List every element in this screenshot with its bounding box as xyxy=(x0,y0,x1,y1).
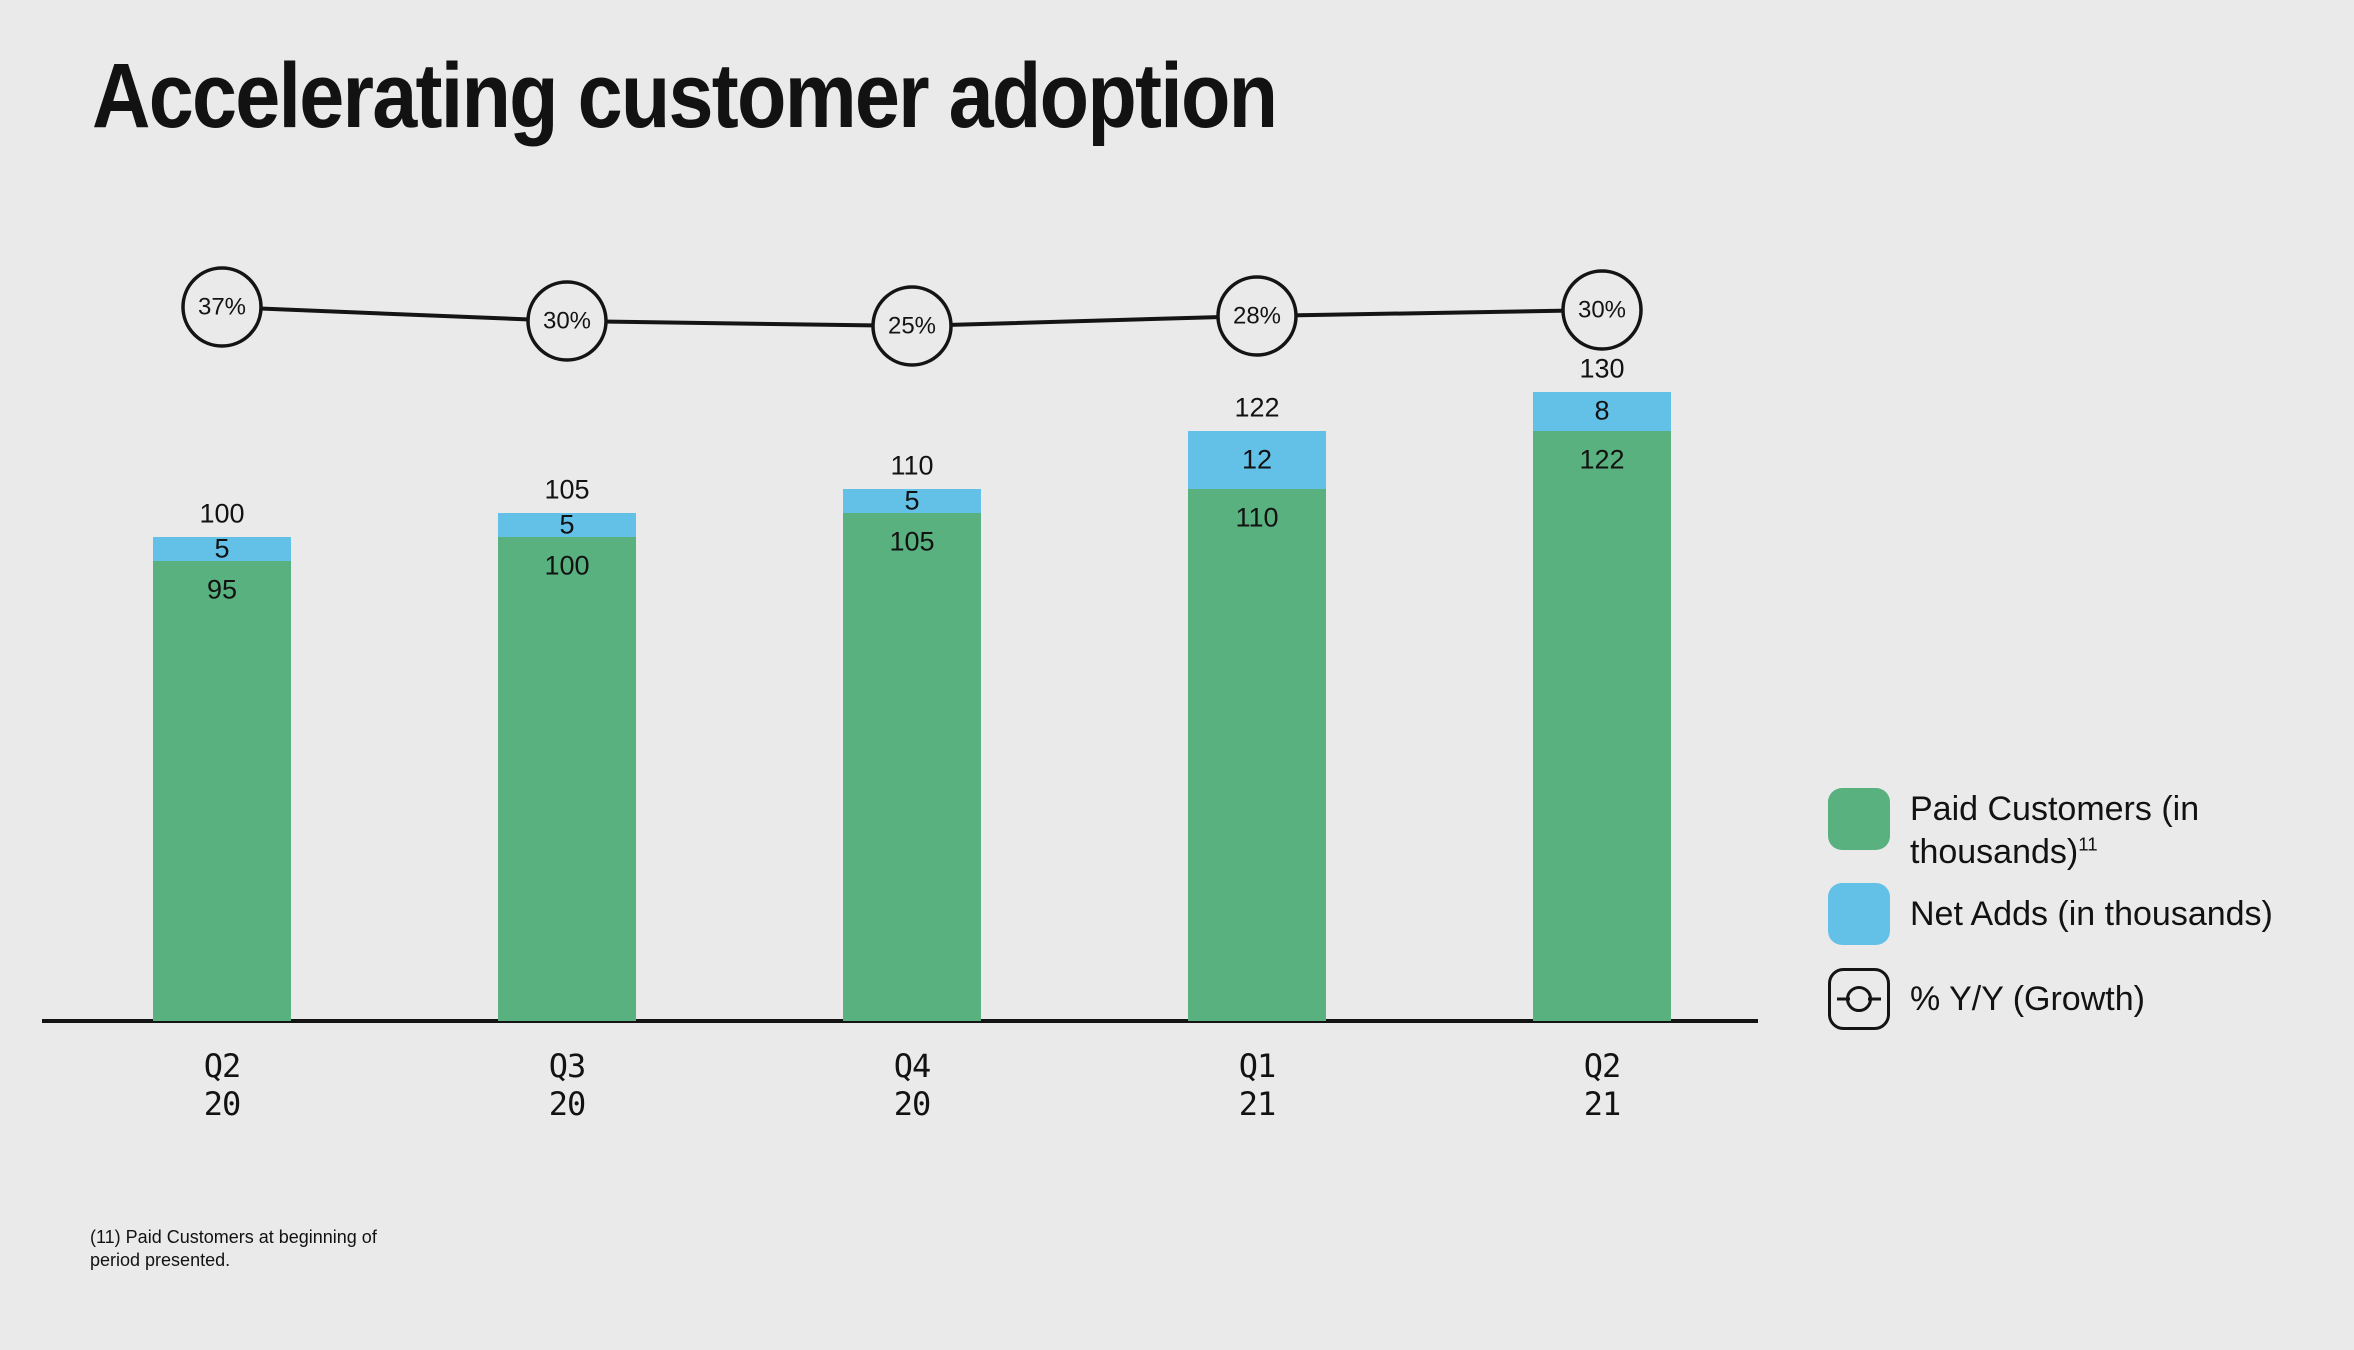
growth-line-chart: 37% 30% 25% 28% 30% xyxy=(181,266,1643,367)
bar-total-label: 105 xyxy=(544,474,590,505)
legend-item-net-adds: Net Adds (in thousands) xyxy=(1828,883,2273,945)
bar-segment-paid-customers xyxy=(498,537,636,1021)
bar-paid-customers-label: 100 xyxy=(544,550,590,581)
bar-segment-paid-customers xyxy=(843,512,981,1021)
legend-label: Net Adds (in thousands) xyxy=(1910,894,2273,933)
page-title: Accelerating customer adoption xyxy=(92,45,1278,147)
bar-segment-net-adds xyxy=(1188,430,1326,489)
bar-segment-net-adds xyxy=(843,488,981,513)
bar-paid-customers-label: 105 xyxy=(889,526,935,557)
bar-total-label: 130 xyxy=(1579,353,1625,384)
bar-segment-paid-customers xyxy=(1533,430,1671,1021)
footnote-marker: 11 xyxy=(2078,833,2098,855)
bar-paid-customers-label: 95 xyxy=(206,574,238,605)
x-axis-label: Q4 20 xyxy=(893,1047,932,1123)
growth-circle-marker xyxy=(1216,275,1298,357)
x-axis-line xyxy=(42,1019,1758,1023)
bar-paid-customers-label: 122 xyxy=(1579,444,1625,475)
bar-total-label: 122 xyxy=(1234,392,1280,423)
bar-segment-paid-customers xyxy=(153,561,291,1021)
bar-net-adds-label: 8 xyxy=(1594,395,1610,426)
line-marker-icon xyxy=(1828,968,1890,1030)
bar-net-adds-label: 12 xyxy=(1241,444,1273,475)
legend-item-paid-customers: Paid Customers (in thousands)11 xyxy=(1828,788,2354,874)
bar-segment-net-adds xyxy=(1533,391,1671,431)
growth-percent-label: 25% xyxy=(888,313,936,340)
bar-net-adds-label: 5 xyxy=(904,485,920,516)
growth-percent-label: 30% xyxy=(543,308,591,335)
bar-net-adds-label: 5 xyxy=(214,533,230,564)
bar-segment-paid-customers xyxy=(1188,488,1326,1021)
growth-circle-marker xyxy=(871,285,953,367)
growth-percent-label: 37% xyxy=(198,294,246,321)
x-axis-label: Q2 20 xyxy=(203,1047,242,1123)
growth-circle-marker xyxy=(181,266,263,348)
growth-circle-marker xyxy=(526,280,608,362)
x-axis-label: Q2 21 xyxy=(1583,1047,1622,1123)
x-axis-label: Q3 20 xyxy=(548,1047,587,1123)
x-axis-label: Q1 21 xyxy=(1238,1047,1277,1123)
bar-paid-customers-label: 110 xyxy=(1235,502,1279,533)
bar-segment-net-adds xyxy=(498,512,636,537)
bar-total-label: 110 xyxy=(890,450,934,481)
growth-circle-marker xyxy=(1561,269,1643,351)
legend-label-text: Paid Customers (in thousands) xyxy=(1910,790,2200,871)
bar-net-adds-label: 5 xyxy=(559,509,575,540)
paid-customers-swatch-icon xyxy=(1828,788,1890,850)
growth-percent-label: 28% xyxy=(1233,303,1281,330)
bar-segment-net-adds xyxy=(153,537,291,562)
legend-item-growth: % Y/Y (Growth) xyxy=(1828,968,2145,1030)
legend-label: Paid Customers (in thousands)11 xyxy=(1910,788,2354,874)
growth-percent-label: 30% xyxy=(1578,297,1626,324)
footnote: (11) Paid Customers at beginning of peri… xyxy=(90,1227,377,1270)
legend-label: % Y/Y (Growth) xyxy=(1910,979,2145,1018)
net-adds-swatch-icon xyxy=(1828,883,1890,945)
bar-total-label: 100 xyxy=(199,498,245,529)
